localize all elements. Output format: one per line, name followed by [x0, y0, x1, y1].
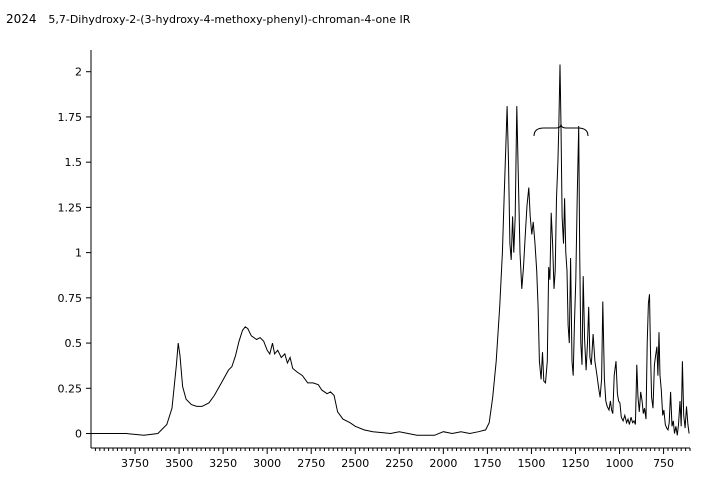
x-tick-label: 750 — [653, 457, 674, 470]
x-tick-label: 3250 — [209, 457, 237, 470]
x-tick-label: 1000 — [606, 457, 634, 470]
x-tick-label: 3750 — [121, 457, 149, 470]
x-tick-label: 1750 — [473, 457, 501, 470]
peak-group-bracket — [533, 123, 589, 137]
x-tick-label: 3000 — [253, 457, 281, 470]
y-tick-label: 1.25 — [58, 201, 83, 214]
x-tick-label: 2750 — [297, 457, 325, 470]
y-tick-label: 0.5 — [65, 337, 83, 350]
x-tick-label: 2000 — [429, 457, 457, 470]
x-tick-label: 2500 — [341, 457, 369, 470]
y-tick-label: 1.5 — [65, 156, 83, 169]
x-tick-label: 3500 — [165, 457, 193, 470]
y-tick-label: 1.75 — [58, 111, 83, 124]
x-tick-label: 1250 — [561, 457, 589, 470]
y-tick-label: 2 — [75, 66, 82, 79]
compound-number: 2024 — [6, 12, 37, 26]
chart-title: 5,7-Dihydroxy-2-(3-hydroxy-4-methoxy-phe… — [48, 13, 411, 26]
y-tick-label: 0.25 — [58, 382, 83, 395]
y-tick-label: 0.75 — [58, 292, 83, 305]
y-tick-label: 0 — [75, 428, 82, 441]
x-axis-ticks: 3750 3500 3250 3000 2750 2500 2250 2000 1750 1500… — [94, 448, 691, 470]
y-tick-label: 1 — [75, 247, 82, 260]
spectrum-line — [91, 64, 690, 436]
x-tick-label: 2250 — [385, 457, 413, 470]
chart-header: 2024 5,7-Dihydroxy-2-(3-hydroxy-4-methox… — [6, 12, 410, 26]
y-axis-ticks: 0 0.25 0.5 0.75 1 1.25 1.5 1.75 2 — [58, 66, 91, 441]
x-tick-label: 1500 — [517, 457, 545, 470]
